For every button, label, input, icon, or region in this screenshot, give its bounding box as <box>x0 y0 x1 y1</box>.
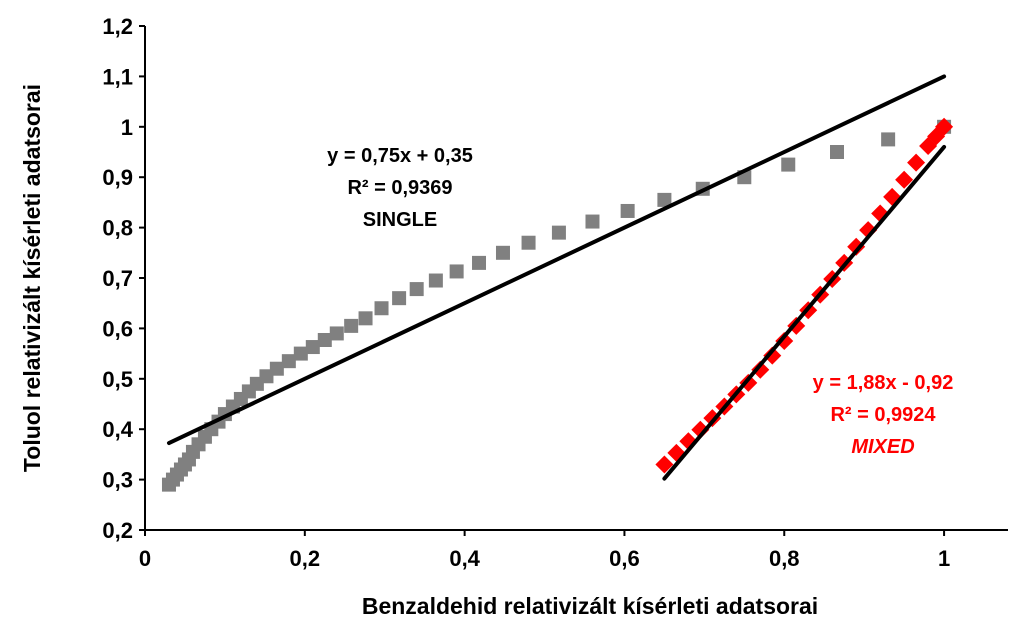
mixed-series-label: MIXED <box>851 436 914 458</box>
tick-labels: 0,20,30,40,50,60,70,80,911,11,20 0,2 0,4 0,… <box>102 14 950 571</box>
y-tick-label: 0,7 <box>102 266 133 291</box>
y-tick-label: 1 <box>121 115 133 140</box>
x-tick-label: 0,4 <box>449 546 480 571</box>
single-point <box>881 132 896 147</box>
x-tick-label: 0,8 <box>769 546 800 571</box>
y-tick-label: 0,5 <box>102 367 133 392</box>
x-axis-title: Benzaldehid relativizált kísérleti adats… <box>362 593 818 619</box>
y-tick-label: 0,4 <box>102 417 133 442</box>
single-point <box>317 332 332 347</box>
single-point <box>293 346 308 361</box>
mixed-point <box>751 360 770 379</box>
single-point <box>329 326 344 341</box>
mixed-point <box>847 237 866 256</box>
single-point <box>269 361 284 376</box>
mixed-point <box>895 170 914 189</box>
y-tick-label: 1,2 <box>102 14 133 39</box>
y-tick-label: 0,6 <box>102 316 133 341</box>
single-point <box>409 282 424 297</box>
y-tick-label: 0,2 <box>102 518 133 543</box>
mixed-point <box>907 153 926 172</box>
x-tick-label: 0,2 <box>290 546 321 571</box>
plot-area <box>161 74 954 492</box>
y-tick-label: 0,9 <box>102 165 133 190</box>
single-point <box>620 203 635 218</box>
single-equation-label: y = 0,75x + 0,35 <box>327 145 473 167</box>
y-tick-label: 0,8 <box>102 216 133 241</box>
mixed-point <box>763 346 782 365</box>
single-point <box>374 301 389 316</box>
single-point <box>281 354 296 369</box>
mixed-point <box>775 332 794 350</box>
x-tick-label: 1 <box>938 546 950 571</box>
single-point <box>428 273 443 288</box>
single-point <box>829 145 844 159</box>
single-point <box>495 245 510 260</box>
x-tick-label: 0 <box>139 546 151 571</box>
single-point <box>472 255 487 270</box>
mixed-trendline <box>662 144 947 481</box>
single-point <box>392 291 407 306</box>
mixed-point <box>655 455 674 474</box>
single-point <box>521 235 536 250</box>
single-point <box>781 157 796 172</box>
mixed-point <box>691 420 710 439</box>
mixed-equation-label: y = 1,88x - 0,92 <box>813 372 954 394</box>
single-r2-label: R² = 0,9369 <box>347 177 452 199</box>
y-tick-label: 1,1 <box>102 64 133 89</box>
single-point <box>344 318 359 333</box>
y-axis-title: Toluol relativizált kísérleti adatsorai <box>19 84 45 472</box>
mixed-r2-label: R² = 0,9924 <box>830 404 936 426</box>
tick-marks <box>139 25 946 536</box>
x-tick-label: 0,6 <box>609 546 640 571</box>
single-point <box>358 311 373 326</box>
mixed-point <box>935 117 954 136</box>
single-point <box>585 214 600 229</box>
single-point <box>449 264 464 279</box>
single-point <box>657 192 672 207</box>
single-point <box>551 225 566 240</box>
y-tick-label: 0,3 <box>102 468 133 493</box>
single-trendline <box>166 74 947 446</box>
single-point <box>305 340 320 355</box>
single-series-label: SINGLE <box>363 209 437 231</box>
